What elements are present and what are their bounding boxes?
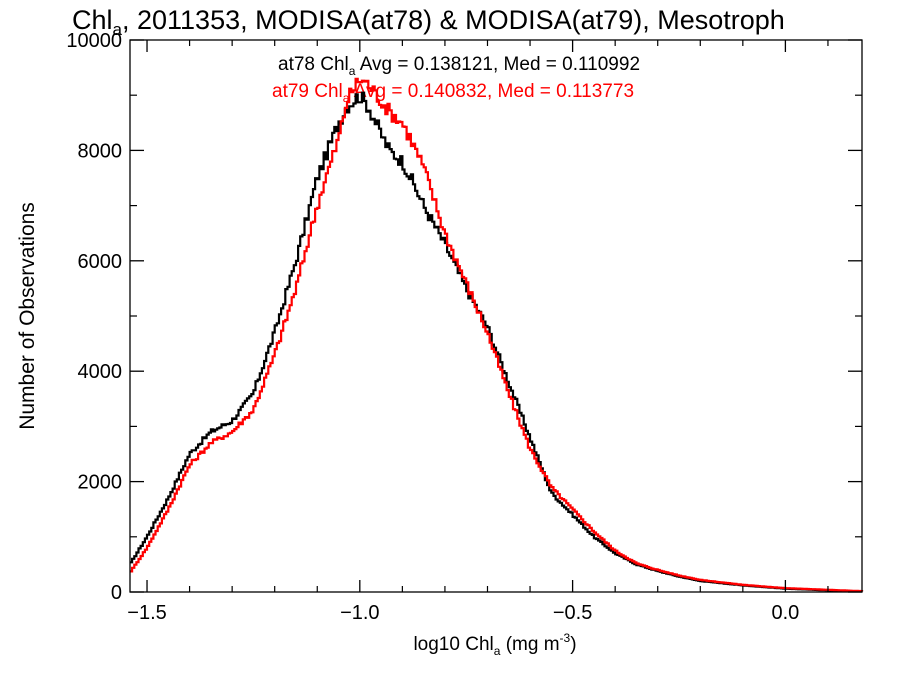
series-line-at79 [130,77,864,593]
y-tick-label: 2000 [78,472,123,494]
y-tick-label: 10000 [66,30,122,52]
stats-at78-text: Avg = 0.138121, Med = 0.110992 [355,54,640,75]
x-axis-label-superscript: -3 [560,631,571,645]
x-axis-label-subscript: a [494,644,501,658]
stats-at79-prefix: at79 Chl [272,81,343,102]
x-tick-label: −1.0 [340,602,379,624]
x-tick-label: 0.0 [771,602,799,624]
series-layer [130,77,864,593]
y-tick-label: 4000 [78,361,123,383]
stats-at78-subscript: a [349,64,356,78]
chart-title-subscript: a [113,20,123,39]
chart-title-main: Chl [72,5,113,35]
chart-title-rest: , 2011353, MODISA(at78) & MODISA(at79), … [122,5,785,35]
stats-line-at79: at79 Chla Avg = 0.140832, Med = 0.113773 [272,81,634,105]
chart-title: Chla, 2011353, MODISA(at78) & MODISA(at7… [72,5,785,39]
stats-at78-prefix: at78 Chl [278,54,349,75]
x-axis-label-unit: (mg m [500,634,559,655]
x-tick-label: −1.5 [127,602,166,624]
y-tick-label: 0 [111,582,122,604]
stats-line-at78: at78 Chla Avg = 0.138121, Med = 0.110992 [278,54,640,78]
stats-at79-text: Avg = 0.140832, Med = 0.113773 [349,81,634,102]
x-axis-label: log10 Chla (mg m-3) [413,631,576,658]
y-axis-label: Number of Observations [16,202,39,430]
y-tick-label: 8000 [78,140,123,162]
y-tick-label: 6000 [78,251,123,273]
x-axis-label-main: log10 Chl [413,634,493,655]
stats-at79-subscript: a [343,91,350,105]
x-tick-label: −0.5 [553,602,592,624]
axes-layer: −1.5 −1.0 −0.5 0.0 0 2000 4000 6000 8000 10000 [66,30,863,624]
x-axis-label-close: ) [570,634,576,655]
